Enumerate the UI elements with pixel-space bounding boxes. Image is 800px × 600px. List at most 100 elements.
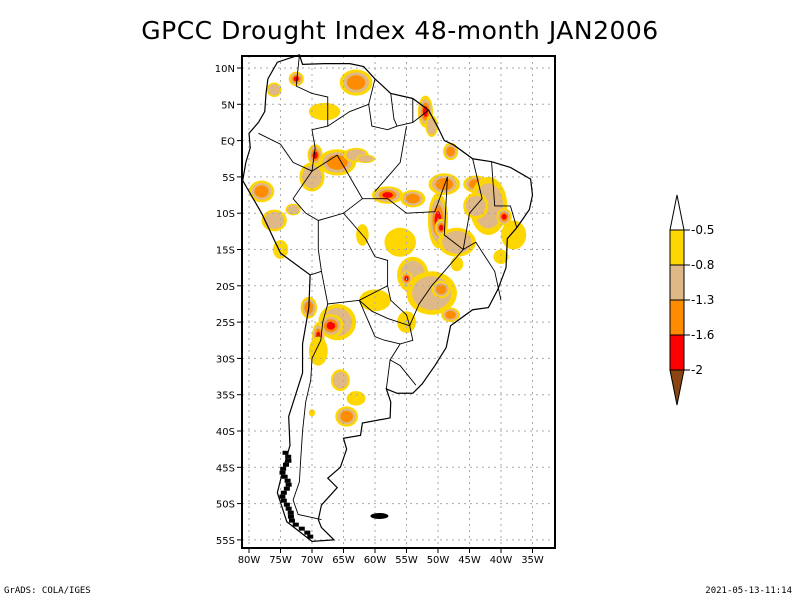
drought-patch — [450, 256, 464, 272]
chile-island — [288, 518, 295, 523]
y-tick-label: 45S — [216, 463, 235, 474]
chile-island — [282, 462, 289, 467]
x-tick-label: 35W — [521, 555, 544, 566]
x-tick-label: 45W — [458, 555, 481, 566]
chile-island — [285, 506, 292, 511]
chile-island — [279, 494, 286, 499]
y-tick-label: 5S — [222, 173, 235, 184]
x-tick-label: 50W — [427, 555, 450, 566]
country-border — [387, 285, 411, 326]
drought-patch — [326, 321, 336, 330]
drought-patch — [445, 310, 456, 319]
chile-island — [279, 470, 286, 475]
y-tick-label: 5N — [221, 100, 235, 111]
y-tick-label: 50S — [216, 500, 235, 511]
y-tick-label: 10S — [216, 209, 235, 220]
chile-island — [287, 510, 294, 515]
colorbar-bottom-triangle — [669, 369, 685, 406]
chile-island — [298, 526, 305, 531]
y-tick-label: 10N — [215, 64, 235, 75]
y-tick-label: 30S — [216, 354, 235, 365]
country-border — [385, 359, 391, 389]
drought-patch — [501, 213, 507, 220]
chile-island — [307, 534, 314, 539]
chile-island — [292, 522, 299, 527]
chile-island — [282, 450, 289, 455]
drought-patch — [308, 336, 328, 366]
y-tick-label: 25S — [216, 318, 235, 329]
country-border — [409, 249, 464, 326]
x-tick-label: 60W — [364, 555, 387, 566]
colorbar-box — [669, 334, 685, 371]
drought-patch — [382, 192, 393, 199]
drought-patch — [446, 146, 455, 157]
drought-patch — [254, 185, 269, 198]
drought-patch — [346, 75, 366, 90]
map-frame — [241, 55, 556, 549]
drought-patch — [308, 102, 341, 121]
chile-island — [304, 530, 311, 535]
chile-island — [281, 474, 288, 479]
chile-island — [284, 478, 291, 483]
x-tick-label: 70W — [301, 555, 324, 566]
drought-patch — [287, 205, 299, 215]
drought-patch — [308, 409, 316, 417]
drought-patch — [397, 311, 416, 333]
colorbar-label: -1.6 — [691, 328, 714, 342]
chile-island — [285, 482, 292, 487]
country-border — [491, 161, 518, 228]
country-border — [292, 303, 329, 521]
drought-patch — [440, 226, 442, 229]
y-tick-label: 55S — [216, 536, 235, 547]
chart-title: GPCC Drought Index 48-month JAN2006 — [141, 16, 659, 45]
chile-island — [285, 458, 292, 463]
drought-patch — [359, 289, 391, 312]
country-border — [374, 126, 407, 192]
colorbar-label: -1.3 — [691, 293, 714, 307]
drought-patch — [500, 220, 527, 250]
colorbar-box — [669, 299, 685, 336]
x-tick-label: 80W — [238, 555, 261, 566]
country-border — [311, 154, 363, 214]
drought-patch — [340, 410, 354, 423]
coastline — [242, 54, 534, 542]
x-tick-label: 55W — [395, 555, 418, 566]
colorbar-label: -0.8 — [691, 258, 714, 272]
x-tick-label: 40W — [490, 555, 513, 566]
colorbar-box — [669, 264, 685, 301]
drought-patch — [493, 249, 509, 265]
chile-island — [283, 502, 290, 507]
colorbar-box — [669, 229, 685, 266]
country-border — [362, 198, 407, 214]
chile-island — [285, 454, 292, 459]
coastline-and-borders — [242, 54, 534, 542]
country-border — [327, 103, 369, 127]
chile-island — [283, 486, 290, 491]
chile-island — [280, 498, 287, 503]
y-axis: 10N 5N EQ 5S 10S 15S 20S 25S 30S 35S 40S 45S 50S 55S — [215, 64, 242, 547]
y-tick-label: 40S — [216, 427, 235, 438]
drought-patches — [249, 69, 527, 427]
colorbar-label: -2 — [691, 363, 703, 377]
y-tick-label: 35S — [216, 391, 235, 402]
footer-timestamp: 2021-05-13-11:14 — [705, 586, 792, 596]
chile-island — [287, 514, 294, 519]
country-border — [258, 54, 329, 172]
x-tick-label: 65W — [332, 555, 355, 566]
country-border — [462, 158, 483, 250]
y-tick-label: EQ — [221, 137, 235, 148]
x-tick-label: 75W — [269, 555, 292, 566]
drought-patch — [312, 151, 318, 159]
y-tick-label: 20S — [216, 282, 235, 293]
y-tick-label: 15S — [216, 246, 235, 257]
x-axis: 80W 75W 70W 65W 60W 55W 50W 45W 40W 35W — [238, 548, 544, 566]
drought-patch — [442, 230, 472, 254]
drought-patch — [384, 227, 416, 257]
country-border — [406, 176, 502, 301]
country-border — [389, 343, 417, 386]
drought-patch — [426, 117, 437, 135]
country-border — [390, 93, 398, 127]
drought-patch — [268, 84, 281, 96]
footer-credit: GrADS: COLA/IGES — [4, 586, 91, 596]
